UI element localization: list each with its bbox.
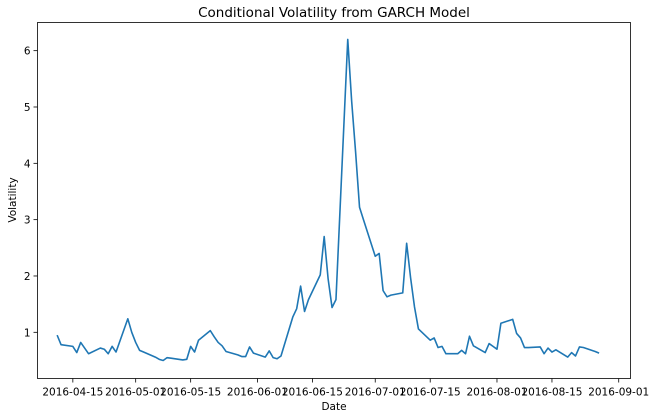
x-tick-label: 2016-04-15 xyxy=(42,387,103,399)
x-tick-label: 2016-09-01 xyxy=(588,387,649,399)
x-tick-label: 2016-05-15 xyxy=(160,387,221,399)
x-tick-label: 2016-06-15 xyxy=(282,387,343,399)
y-tick-label: 4 xyxy=(24,158,31,170)
volatility-series-line xyxy=(56,38,600,362)
y-tick-label: 6 xyxy=(24,46,31,58)
x-tick-label: 2016-06-01 xyxy=(227,387,288,399)
x-tick-label: 2016-08-01 xyxy=(466,387,527,399)
y-tick-label: 1 xyxy=(24,327,31,339)
chart-title: Conditional Volatility from GARCH Model xyxy=(198,5,470,21)
y-tick-label: 5 xyxy=(24,102,31,114)
x-axis-label: Date xyxy=(321,401,346,413)
x-tick-label: 2016-07-01 xyxy=(345,387,406,399)
plot-area xyxy=(56,38,600,362)
y-axis-label: Volatility xyxy=(7,177,19,222)
x-tick-label: 2016-08-15 xyxy=(521,387,582,399)
y-tick-label: 2 xyxy=(24,271,31,283)
y-tick-label: 3 xyxy=(24,215,31,227)
plot-frame xyxy=(37,22,631,379)
x-tick-label: 2016-07-15 xyxy=(400,387,461,399)
y-axis-ticks: 1 2 3 4 5 6 xyxy=(24,46,38,339)
x-tick-label: 2016-05-01 xyxy=(105,387,166,399)
